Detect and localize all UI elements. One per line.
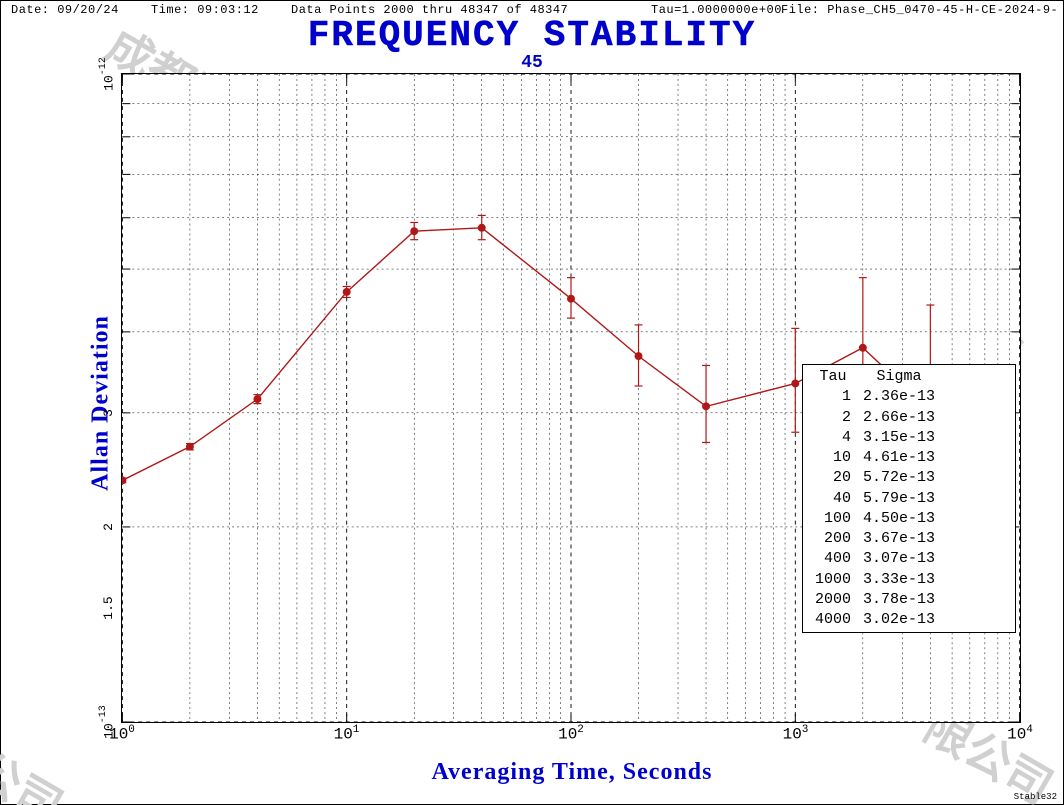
- cell-sigma: 4.50e-13: [857, 509, 941, 529]
- watermark-icon: 限公司: [0, 711, 76, 805]
- cell-tau: 2000: [809, 590, 857, 610]
- x-tick: 102: [558, 724, 584, 743]
- data-table: Tau Sigma 12.36e-1322.66e-1343.15e-13104…: [802, 364, 1016, 633]
- cell-sigma: 3.15e-13: [857, 428, 941, 448]
- cell-tau: 100: [809, 509, 857, 529]
- cell-tau: 4000: [809, 610, 857, 630]
- cell-sigma: 3.33e-13: [857, 570, 941, 590]
- plot-area: 100 101 102 103 104 10-13 10-12 1.5 2 3 …: [121, 73, 1021, 723]
- table-row: 40003.02e-13: [809, 610, 941, 630]
- chart-container: Date: 09/20/24 Time: 09:03:12 Data Point…: [0, 0, 1064, 805]
- table-header-sigma: Sigma: [857, 367, 941, 387]
- x-tick: 103: [783, 724, 809, 743]
- table-row: 43.15e-13: [809, 428, 941, 448]
- cell-sigma: 3.78e-13: [857, 590, 941, 610]
- cell-sigma: 2.36e-13: [857, 387, 941, 407]
- table-row: 104.61e-13: [809, 448, 941, 468]
- table-row: 205.72e-13: [809, 468, 941, 488]
- cell-tau: 2: [809, 408, 857, 428]
- cell-sigma: 5.72e-13: [857, 468, 941, 488]
- y-minor-tick: 1.5: [101, 596, 116, 619]
- chart-title: FREQUENCY STABILITY: [1, 15, 1063, 56]
- table-row: 405.79e-13: [809, 489, 941, 509]
- table-row: 12.36e-13: [809, 387, 941, 407]
- x-axis-label: Averaging Time, Seconds: [121, 759, 1023, 786]
- table-row: 1004.50e-13: [809, 509, 941, 529]
- cell-tau: 10: [809, 448, 857, 468]
- table-row: 22.66e-13: [809, 408, 941, 428]
- cell-sigma: 3.02e-13: [857, 610, 941, 630]
- cell-sigma: 3.67e-13: [857, 529, 941, 549]
- table-header-tau: Tau: [809, 367, 857, 387]
- footer-app-label: Stable32: [1014, 792, 1057, 802]
- cell-tau: 200: [809, 529, 857, 549]
- y-minor-tick: 3: [101, 409, 116, 417]
- y-minor-tick: 2: [101, 523, 116, 531]
- cell-tau: 40: [809, 489, 857, 509]
- cell-tau: 400: [809, 549, 857, 569]
- chart-subtitle: 45: [1, 53, 1063, 73]
- cell-sigma: 5.79e-13: [857, 489, 941, 509]
- table-row: 2003.67e-13: [809, 529, 941, 549]
- cell-sigma: 4.61e-13: [857, 448, 941, 468]
- x-tick: 104: [1007, 724, 1033, 743]
- table-row: 20003.78e-13: [809, 590, 941, 610]
- cell-tau: 1000: [809, 570, 857, 590]
- cell-tau: 20: [809, 468, 857, 488]
- x-tick: 101: [334, 724, 360, 743]
- table-row: 4003.07e-13: [809, 549, 941, 569]
- table-row: 10003.33e-13: [809, 570, 941, 590]
- y-tick: 10-12: [98, 57, 116, 91]
- cell-tau: 1: [809, 387, 857, 407]
- cell-sigma: 2.66e-13: [857, 408, 941, 428]
- y-axis-label: Allan Deviation: [87, 315, 114, 491]
- cell-tau: 4: [809, 428, 857, 448]
- cell-sigma: 3.07e-13: [857, 549, 941, 569]
- y-tick: 10-13: [98, 705, 116, 739]
